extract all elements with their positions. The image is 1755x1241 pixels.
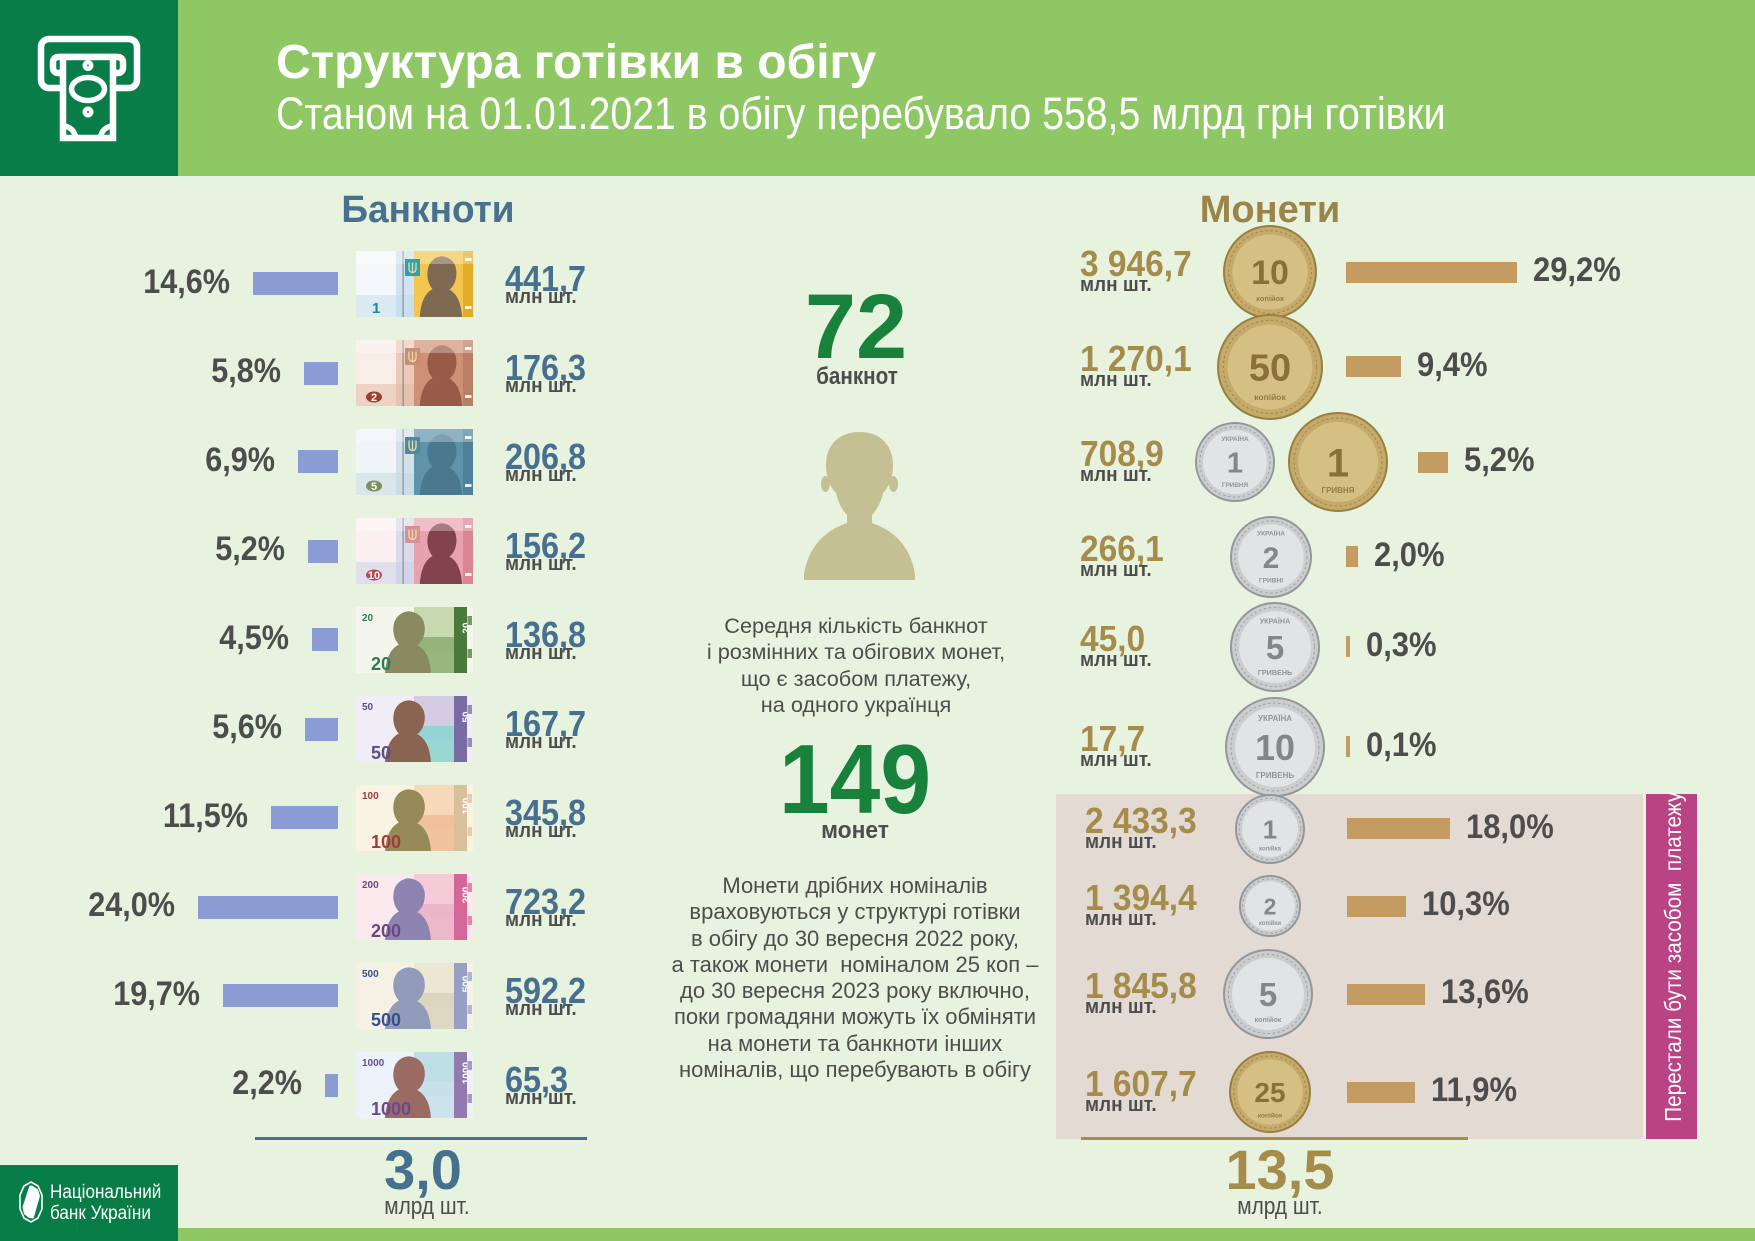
- svg-text:5: 5: [371, 481, 377, 493]
- svg-text:5: 5: [1266, 629, 1284, 666]
- svg-text:2: 2: [371, 392, 377, 404]
- svg-text:копійок: копійок: [1254, 392, 1286, 402]
- svg-text:10: 10: [1255, 727, 1295, 768]
- svg-text:1: 1: [372, 300, 380, 317]
- svg-text:УКРАЇНА: УКРАЇНА: [1260, 617, 1291, 626]
- svg-text:ГРИВНЯ: ГРИВНЯ: [1322, 486, 1355, 495]
- svg-text:100: 100: [362, 791, 379, 802]
- svg-text:копійка: копійка: [1259, 846, 1282, 853]
- svg-text:25: 25: [1254, 1077, 1285, 1108]
- svg-text:20: 20: [371, 654, 391, 673]
- svg-text:копійки: копійки: [1259, 920, 1282, 927]
- svg-text:копійок: копійок: [1255, 1015, 1282, 1024]
- svg-text:50: 50: [371, 743, 391, 762]
- svg-text:ГРИВНІ: ГРИВНІ: [1259, 577, 1283, 584]
- svg-text:50: 50: [362, 702, 374, 713]
- svg-text:200: 200: [371, 921, 401, 940]
- svg-text:1000: 1000: [371, 1099, 411, 1118]
- svg-text:УКРАЇНА: УКРАЇНА: [1258, 714, 1292, 723]
- svg-text:1000: 1000: [362, 1058, 385, 1069]
- svg-text:20: 20: [362, 613, 374, 624]
- svg-text:1: 1: [1227, 447, 1243, 479]
- svg-text:1: 1: [1263, 814, 1277, 844]
- svg-text:200: 200: [362, 880, 379, 891]
- svg-text:копійок: копійок: [1258, 1111, 1283, 1119]
- svg-text:УКРАЇНА: УКРАЇНА: [1257, 530, 1285, 538]
- svg-text:1: 1: [1327, 441, 1349, 485]
- svg-text:500: 500: [371, 1010, 401, 1029]
- svg-text:ГРИВЕНЬ: ГРИВЕНЬ: [1258, 668, 1292, 677]
- svg-text:ГРИВНЯ: ГРИВНЯ: [1222, 482, 1249, 489]
- svg-text:500: 500: [362, 969, 379, 980]
- svg-text:УКРАЇНА: УКРАЇНА: [1221, 435, 1249, 443]
- svg-text:5: 5: [1259, 976, 1277, 1013]
- svg-text:ГРИВЕНЬ: ГРИВЕНЬ: [1256, 771, 1295, 780]
- svg-text:50: 50: [1249, 348, 1291, 390]
- svg-text:копійок: копійок: [1256, 294, 1284, 303]
- svg-text:2: 2: [1264, 893, 1277, 919]
- svg-text:10: 10: [1251, 254, 1289, 292]
- svg-text:100: 100: [371, 832, 401, 851]
- svg-text:10: 10: [368, 570, 380, 582]
- svg-text:2: 2: [1263, 542, 1280, 575]
